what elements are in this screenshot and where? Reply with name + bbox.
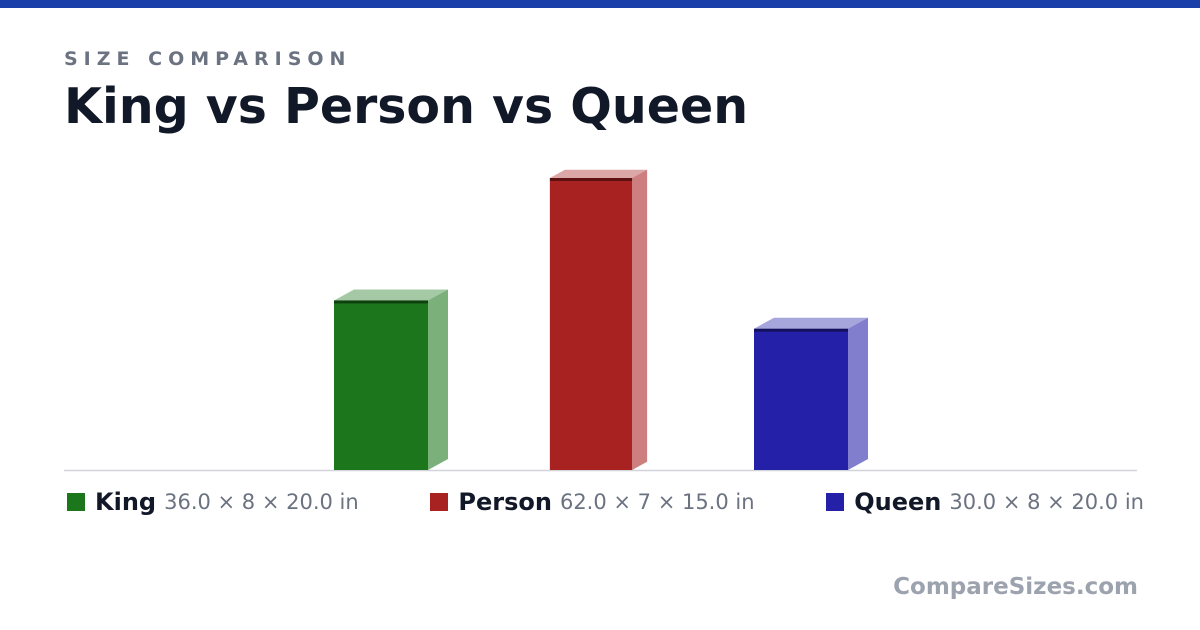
bar-side: [428, 289, 448, 470]
bar: [334, 300, 428, 470]
legend: King 36.0 × 8 × 20.0 in Person 62.0 × 7 × 1…: [64, 488, 1144, 516]
bar-side: [848, 317, 868, 470]
legend-item: Person 62.0 × 7 × 15.0 in: [427, 488, 755, 516]
bar-edge: [334, 300, 428, 304]
legend-name: King: [95, 488, 157, 516]
legend-name: Person: [458, 488, 552, 516]
dimensions: 30.0 × 8 × 20.0 in: [949, 490, 1144, 514]
legend-swatch: [67, 493, 85, 511]
top-stripe: [0, 0, 1200, 8]
bar: [549, 178, 633, 470]
legend-name: Queen: [854, 488, 942, 516]
footer: CompareSizes.com: [893, 574, 1138, 600]
legend-swatch: [430, 493, 449, 511]
bar-side: [632, 169, 648, 470]
bar-edge: [754, 328, 848, 332]
legend-item: King 36.0 × 8 × 20.0 in: [64, 488, 359, 516]
legend-item: Queen 30.0 × 8 × 20.0 in: [823, 488, 1144, 516]
legend-swatch: [826, 493, 845, 511]
dimensions: 36.0 × 8 × 20.0 in: [164, 490, 359, 514]
bar: [754, 328, 848, 470]
bar-edge: [549, 178, 633, 181]
bar-top: [549, 169, 648, 178]
subtitle: SIZE COMPARISON: [64, 48, 352, 70]
dimensions: 62.0 × 7 × 15.0 in: [559, 490, 755, 514]
title: King vs Person vs Queen: [64, 78, 749, 135]
bar-top: [334, 289, 448, 301]
bar-top: [754, 317, 868, 329]
